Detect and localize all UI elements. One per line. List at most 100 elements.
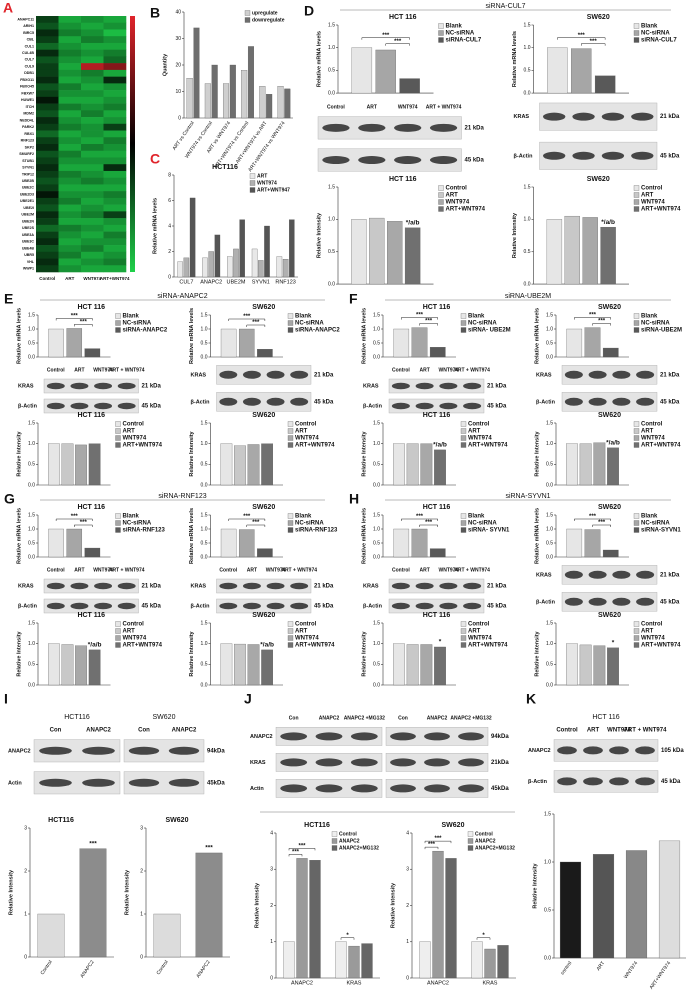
y-tick-label: 0.5 [524,68,531,74]
lane-label: ANAPC2 [427,715,448,721]
legend-swatch [115,520,121,526]
gene-label: WWP1 [23,267,34,271]
annotation: *** [80,320,88,326]
y-tick-label: 0.0 [28,482,35,488]
blot-strip [123,739,205,763]
legend-label: Blank [641,514,658,520]
heat-cell [58,69,82,77]
bar [75,444,87,486]
legend-label: ANAPC2+MG132 [475,845,515,851]
heat-cell [36,29,59,37]
heat-cell [58,83,82,91]
blot-size-label: 21 kDa [314,372,334,378]
x-tick-label: KRAS [483,980,498,986]
legend-label: siRNA- SYVN1 [468,528,510,534]
blot-band [168,746,200,755]
blot-band [39,778,72,787]
blot-size-label: 45 kDa [314,399,334,405]
heat-cell [81,56,104,64]
y-tick-label: 4 [168,223,171,229]
y-tick-label: 3 [140,825,143,831]
heat-cell [81,63,104,71]
lane-label: ART [247,567,257,573]
heat-cell [81,16,104,24]
heat-cell [81,245,104,253]
heat-cell [81,157,104,165]
heat-cell [103,144,127,152]
heat-cell [36,117,59,125]
annotation: */a/b [88,642,102,649]
annotation: *** [598,520,606,526]
blot-size-label: 45kDa [491,786,509,792]
blot-size-label: 94kDa [207,748,225,754]
y-tick-label: 0.0 [544,955,551,961]
heat-cell [36,144,59,152]
bar [183,257,190,278]
legend-label: ART [468,429,481,435]
legend-swatch [331,831,338,837]
heat-cell [36,56,59,64]
blot-band [557,777,577,786]
legend-swatch [633,199,640,205]
legend-label: NC-siRNA [641,31,670,37]
legend-label: Blank [446,24,463,30]
legend-swatch [633,37,640,43]
chart-title: HCT 116 [77,304,105,311]
blot-band [557,746,577,755]
legend-label: Control [123,622,145,628]
legend-swatch [633,642,640,648]
y-tick-label: 0.5 [28,540,35,546]
panel-label: H [349,491,359,507]
x-tick-label: SYVN1 [252,279,270,285]
legend-label: ART [295,629,308,635]
blot-band [391,582,410,590]
x-tick-label: ART [596,960,607,972]
chart-title: SW620 [252,304,275,311]
annotation: * [439,639,442,646]
bar [420,443,433,486]
y-tick-label: 1.0 [546,326,553,332]
bar [546,219,563,285]
bar [282,258,289,278]
heat-cell [103,150,127,158]
significance-bracket [401,518,438,521]
legend-swatch [460,621,467,627]
bar [369,217,385,285]
blot-strip [561,392,658,412]
y-tick-label: 1 [270,939,273,945]
significance-bracket [340,937,355,940]
y-tick-label: 0.0 [524,281,531,287]
legend-swatch [467,831,474,837]
lane-label: WNT974 [93,367,113,373]
y-tick-label: 0.5 [373,462,380,468]
blot-band [46,602,65,610]
heat-cell [81,211,104,219]
bar [420,644,433,686]
bar [261,443,273,486]
heat-cell [103,211,127,219]
chart-title: SW620 [166,817,189,824]
heat-cell [36,90,59,98]
heat-cell [103,137,127,145]
heat-cell [81,83,104,91]
blot-row-label: KRAS [18,583,34,589]
legend-label: ART+WNT974 [468,443,508,449]
lane-label: ART + WNT974 [426,104,462,110]
heat-cell [58,177,82,185]
gene-label: STUB1 [22,159,34,163]
y-tick-label: 1 [140,911,143,917]
bar [471,941,483,979]
heat-cell [36,110,59,118]
lane-label: ART + WNT974 [454,367,490,373]
heat-cell [58,251,82,259]
heat-cell [103,224,127,232]
legend-label: ART+WNT974 [295,643,335,649]
gene-label: PARK2 [22,125,34,129]
legend-label: Blank [123,514,140,520]
y-tick-label: 1.0 [201,526,208,532]
legend-label: ART+WNT974 [295,443,335,449]
y-tick-label: 1.0 [328,45,335,51]
legend-label: Control [123,422,145,428]
gene-label: CBL [27,38,35,42]
significance-bracket [574,317,611,320]
